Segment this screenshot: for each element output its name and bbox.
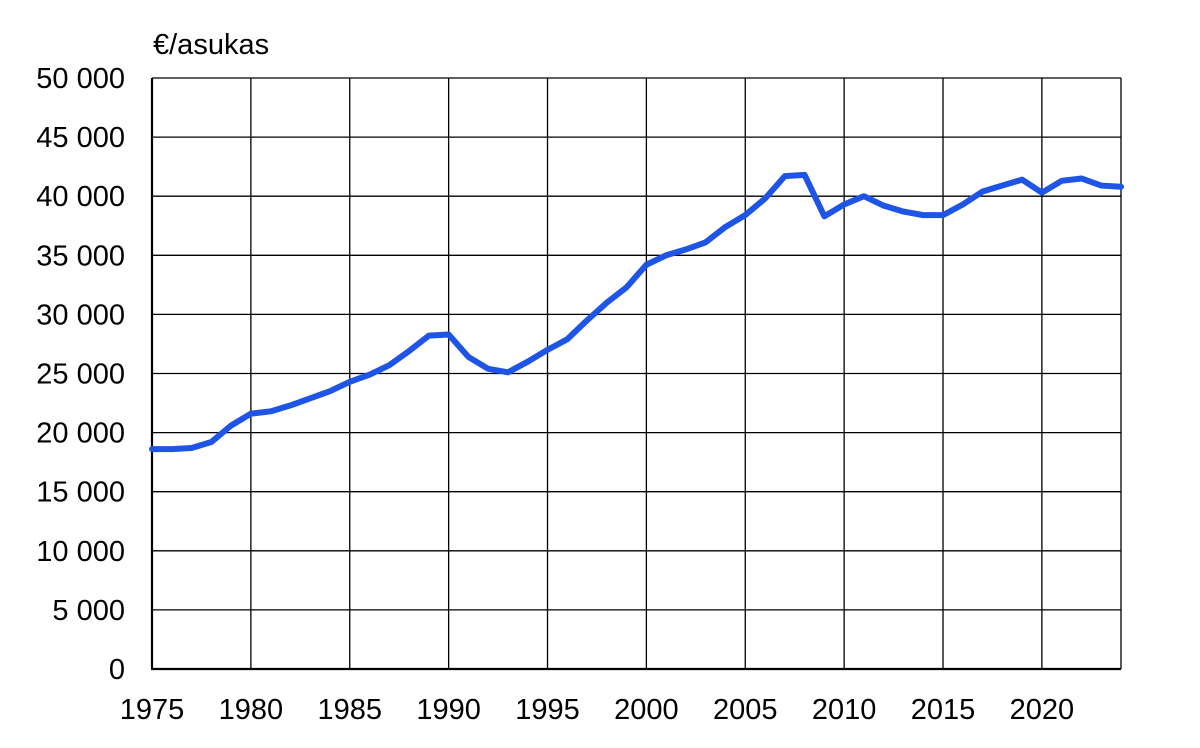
- y-tick-label: 0: [109, 654, 125, 686]
- y-tick-label: 5 000: [52, 595, 125, 627]
- x-tick-label: 2015: [911, 694, 976, 726]
- axis-layer: [150, 78, 1121, 671]
- y-tick-label: 35 000: [36, 240, 125, 272]
- x-tick-label: 2005: [713, 694, 778, 726]
- x-tick-label: 2000: [614, 694, 679, 726]
- y-axis-unit-label: €/asukas: [153, 29, 269, 61]
- y-tick-label: 50 000: [36, 63, 125, 95]
- y-tick-label: 40 000: [36, 181, 125, 213]
- x-tick-label: 1985: [317, 694, 382, 726]
- y-tick-label: 20 000: [36, 418, 125, 450]
- x-tick-label: 1980: [219, 694, 284, 726]
- grid-layer: [152, 77, 1122, 669]
- label-layer: €/asukas 0 5 000 10 000 15 000 20 000 25 000 3…: [36, 29, 1074, 726]
- x-tick-label: 2010: [812, 694, 877, 726]
- y-tick-label: 30 000: [36, 299, 125, 331]
- x-tick-label: 1990: [416, 694, 481, 726]
- series-line: [149, 171, 1124, 453]
- x-tick-label: 1975: [120, 694, 185, 726]
- x-tick-label: 2020: [1010, 694, 1075, 726]
- y-tick-label: 15 000: [36, 477, 125, 509]
- y-tick-label: 45 000: [36, 122, 125, 154]
- y-tick-label: 10 000: [36, 536, 125, 568]
- x-tick-label: 1995: [515, 694, 580, 726]
- series-layer: [149, 171, 1124, 453]
- y-tick-label: 25 000: [36, 359, 125, 391]
